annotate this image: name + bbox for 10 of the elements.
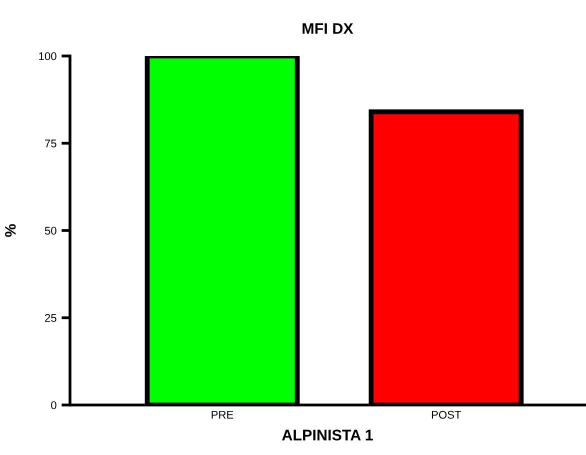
x-tick-label: PRE	[212, 410, 234, 419]
x-axis-title: ALPINISTA 1	[282, 430, 373, 440]
y-tick-label: 25	[45, 314, 56, 322]
y-tick-label: 0	[51, 401, 56, 410]
y-tick-label: 50	[44, 226, 56, 235]
x-tick-label: POST	[432, 410, 462, 419]
chart-title: MFI DX	[302, 23, 354, 34]
y-axis-title: %	[5, 224, 16, 237]
y-tick-label: 100	[39, 52, 56, 60]
y-tick-label: 75	[45, 140, 56, 148]
